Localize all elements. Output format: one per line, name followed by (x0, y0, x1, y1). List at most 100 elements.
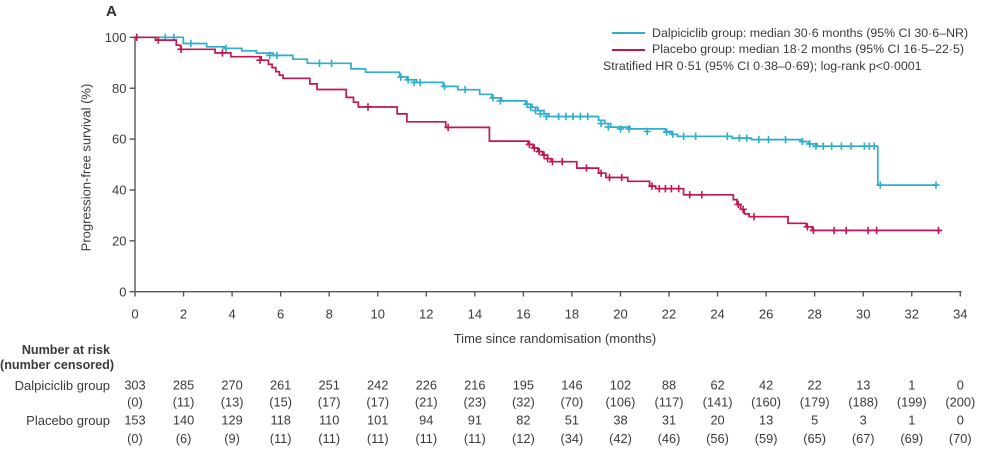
legend: Dalpiciclib group: median 30·6 months (9… (603, 25, 968, 74)
at-risk-value: 242 (367, 378, 388, 393)
at-risk-value: 62 (710, 378, 724, 393)
censored-value: (11) (464, 431, 486, 446)
censored-value: (11) (173, 394, 195, 409)
panel-label: A (106, 3, 117, 20)
at-risk-value: 1 (908, 413, 915, 428)
censored-value: (141) (703, 394, 733, 409)
censored-value: (117) (655, 394, 684, 409)
censored-value: (15) (269, 394, 292, 409)
censored-value: (6) (176, 431, 192, 446)
censored-value: (23) (463, 394, 486, 409)
placebo-censor-marks (133, 33, 943, 235)
at-risk-value: 38 (613, 413, 627, 428)
at-risk-value: 0 (957, 378, 964, 393)
at-risk-value: 0 (957, 413, 964, 428)
at-risk-value: 1 (908, 378, 915, 393)
x-tick-label: 6 (277, 307, 284, 322)
at-risk-value: 88 (662, 378, 676, 393)
x-tick-labels: 0 2 4 6 8 10 12 14 16 18 20 22 24 26 28 30 32 34 (131, 307, 967, 322)
at-risk-value: 226 (416, 378, 437, 393)
risk-values-dalpiciclib: 303(0)285(11)270(13)261(15)251(17)242(17… (124, 378, 975, 410)
x-tick-label: 16 (516, 307, 530, 322)
censored-value: (160) (751, 394, 781, 409)
at-risk-value: 22 (808, 378, 822, 393)
placebo-curve (135, 36, 941, 232)
censored-value: (56) (706, 431, 729, 446)
censored-value: (0) (127, 394, 143, 409)
x-tick-label: 20 (613, 307, 627, 322)
censored-value: (17) (366, 394, 389, 409)
at-risk-value: 20 (710, 413, 724, 428)
censored-value: (179) (800, 394, 830, 409)
legend-item-dalpiciclib: Dalpiciclib group: median 30·6 months (9… (603, 25, 968, 41)
at-risk-value: 102 (610, 378, 631, 393)
censored-value: (67) (852, 431, 875, 446)
at-risk-value: 251 (319, 378, 340, 393)
risk-values-placebo: 153(0)140(6)129(9)118(11)110(11)101(11)9… (124, 413, 971, 446)
x-tick-label: 8 (326, 307, 333, 322)
axes (129, 36, 962, 297)
censored-value: (70) (561, 394, 584, 409)
censored-value: (11) (367, 431, 389, 446)
x-axis-title: Time since randomisation (months) (453, 330, 657, 346)
at-risk-value: 216 (464, 378, 485, 393)
censored-value: (46) (658, 431, 681, 446)
at-risk-value: 303 (124, 378, 145, 393)
x-tick-label: 22 (662, 307, 676, 322)
x-tick-label: 10 (371, 307, 385, 322)
censored-value: (32) (512, 394, 535, 409)
censored-value: (11) (270, 431, 292, 446)
censored-value: (0) (127, 431, 143, 446)
censored-value: (69) (900, 431, 923, 446)
x-tick-label: 24 (710, 307, 724, 322)
censored-value: (12) (512, 431, 535, 446)
at-risk-value: 3 (860, 413, 867, 428)
censored-value: (106) (606, 394, 636, 409)
y-tick-label: 100 (105, 30, 127, 45)
censored-value: (11) (318, 431, 340, 446)
censored-value: (200) (945, 394, 975, 409)
censored-value: (65) (803, 431, 826, 446)
censored-value: (34) (561, 431, 584, 446)
at-risk-value: 101 (367, 413, 388, 428)
at-risk-value: 13 (856, 378, 870, 393)
x-tick-label: 30 (856, 307, 870, 322)
at-risk-value: 82 (516, 413, 530, 428)
x-tick-label: 14 (468, 307, 482, 322)
legend-label-placebo: Placebo group: median 18·2 months (95% C… (652, 42, 965, 57)
risk-row-label-placebo: Placebo group (26, 412, 110, 428)
censored-value: (11) (415, 431, 437, 446)
legend-item-placebo: Placebo group: median 18·2 months (95% C… (603, 41, 968, 57)
at-risk-value: 261 (270, 378, 291, 393)
at-risk-value: 91 (468, 413, 482, 428)
at-risk-value: 195 (513, 378, 534, 393)
at-risk-value: 270 (221, 378, 242, 393)
risk-table-subheader: (number censored) (0, 357, 115, 372)
x-tick-label: 4 (228, 307, 235, 322)
at-risk-value: 51 (565, 413, 579, 428)
risk-table-header: Number at risk (21, 342, 110, 357)
x-tick-label: 18 (565, 307, 579, 322)
y-tick-label: 0 (119, 284, 126, 299)
hr-annotation: Stratified HR 0·51 (95% CI 0·38–0·69); l… (603, 58, 922, 73)
x-tick-label: 34 (953, 307, 967, 322)
censored-value: (13) (221, 394, 244, 409)
at-risk-value: 146 (561, 378, 582, 393)
censored-value: (188) (848, 394, 878, 409)
at-risk-value: 153 (124, 413, 145, 428)
censored-value: (199) (897, 394, 927, 409)
x-tick-label: 2 (180, 307, 187, 322)
y-tick-label: 20 (112, 233, 126, 248)
at-risk-value: 42 (759, 378, 773, 393)
x-tick-label: 12 (419, 307, 433, 322)
at-risk-value: 31 (662, 413, 676, 428)
x-tick-label: 26 (759, 307, 773, 322)
at-risk-value: 94 (419, 413, 433, 428)
at-risk-value: 140 (173, 413, 194, 428)
legend-label-dalpiciclib: Dalpiciclib group: median 30·6 months (9… (652, 26, 969, 40)
censored-value: (70) (949, 431, 972, 446)
at-risk-value: 13 (759, 413, 773, 428)
dalpiciclib-line-swatch (612, 32, 645, 35)
